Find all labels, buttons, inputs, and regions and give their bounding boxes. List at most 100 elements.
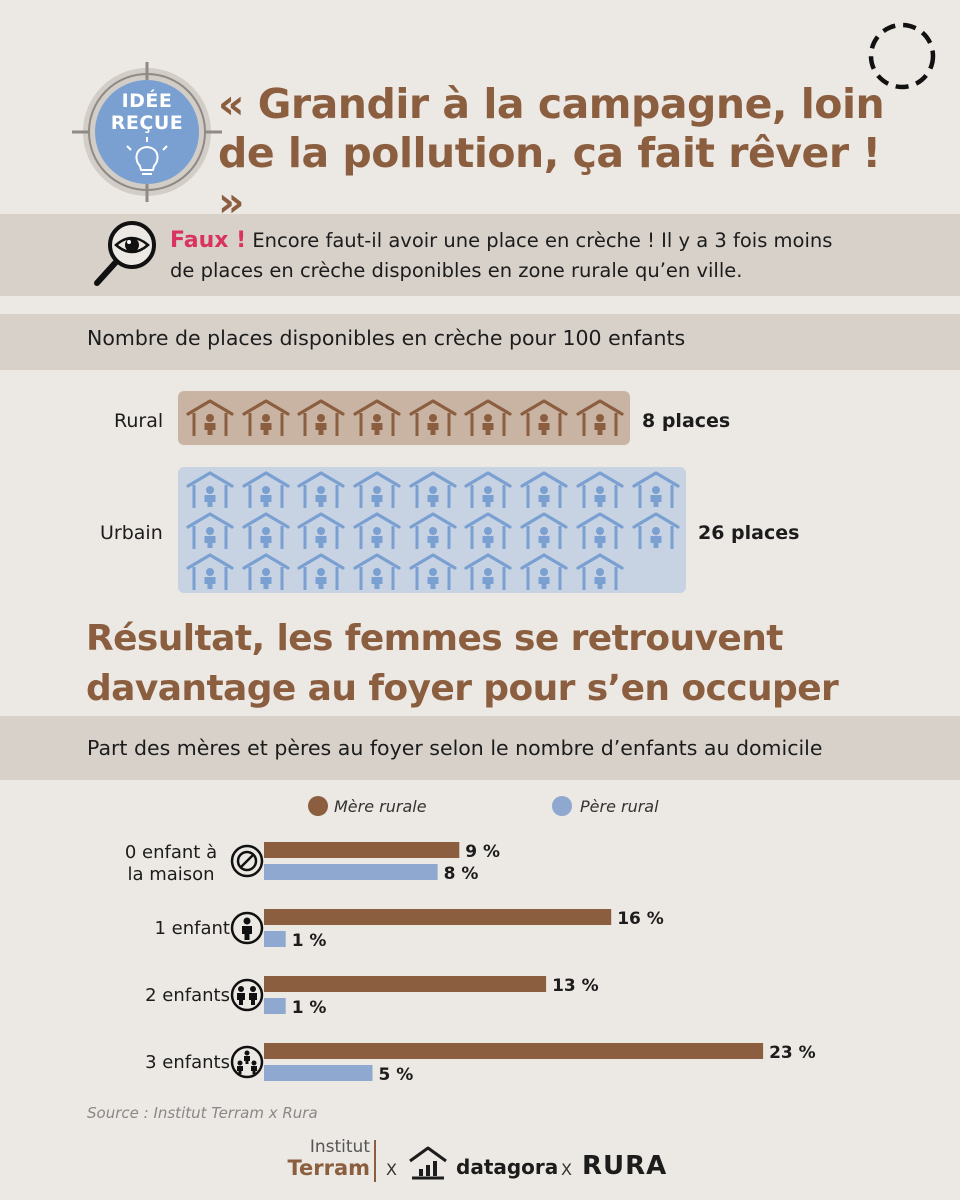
- datagora-logo-text: datagora: [456, 1155, 559, 1179]
- creche-place-icon: [186, 471, 234, 508]
- datagora-house-chart-icon: [409, 1146, 447, 1180]
- category-label-2: 2 enfants: [145, 985, 230, 1006]
- bar-label-mere-0: 9 %: [465, 842, 500, 862]
- result-heading: Résultat, les femmes se retrouvent davan…: [86, 614, 906, 714]
- creche-place-icon: [297, 553, 345, 590]
- creche-place-icon: [520, 471, 568, 508]
- faux-statement: Faux ! Encore faut-il avoir une place en…: [170, 226, 910, 286]
- faux-word: Faux !: [170, 228, 247, 253]
- urbain-row-label: Urbain: [100, 522, 163, 544]
- foyer-chart-title: Part des mères et pères au foyer selon l…: [87, 736, 823, 760]
- foyer-bar-chart: 9 %8 % 16 % 1 % 13 % 1 % 23 % 5 %: [264, 842, 816, 1085]
- creche-place-icon: [186, 553, 234, 590]
- creche-place-icon: [409, 553, 457, 590]
- source-note: Source : Institut Terram x Rura: [87, 1104, 318, 1122]
- faux-line2: de places en crèche disponibles en zone …: [170, 259, 743, 282]
- bar-label-mere-2: 13 %: [552, 976, 599, 996]
- urbain-pictogram: [185, 470, 686, 592]
- rural-places-label: 8 places: [642, 410, 731, 432]
- bar-mere-1: [264, 909, 612, 925]
- badge-line1: IDÉE: [121, 90, 173, 112]
- creche-place-icon: [353, 471, 401, 508]
- legend-swatch-pere: [552, 796, 572, 816]
- terram-logo-line1: Institut: [309, 1137, 370, 1157]
- rura-logo-text: RURA: [582, 1151, 668, 1181]
- creche-place-icon: [297, 512, 345, 549]
- bar-label-pere-3: 5 %: [379, 1065, 414, 1085]
- category-label-0-line1: 0 enfant à: [124, 842, 218, 863]
- legend-swatch-mere: [308, 796, 328, 816]
- bar-label-pere-0: 8 %: [444, 864, 479, 884]
- result-line1: Résultat, les femmes se retrouvent: [86, 618, 783, 659]
- creche-place-icon: [631, 471, 680, 508]
- title-line1: « Grandir à la campagne, loin: [218, 80, 885, 128]
- category-label-0: 0 enfant à la maison: [112, 842, 230, 886]
- creche-place-icon: [409, 399, 457, 436]
- creche-place-icon: [464, 512, 513, 549]
- creche-place-icon: [242, 512, 290, 549]
- page-title: « Grandir à la campagne, loin de la poll…: [218, 80, 918, 227]
- bar-mere-3: [264, 1043, 764, 1059]
- two-children-icon: [230, 978, 264, 1012]
- creche-place-icon: [520, 553, 568, 590]
- creche-place-icon: [242, 553, 290, 590]
- category-label-1: 1 enfant: [154, 918, 231, 939]
- creche-place-icon: [576, 512, 624, 549]
- category-label-3: 3 enfants: [145, 1052, 230, 1073]
- institut-terram-logo: Institut Terram: [274, 1137, 370, 1179]
- dashed-ring-decoration: [868, 22, 936, 90]
- faux-band: [0, 214, 960, 296]
- target-badge-icon: [72, 62, 222, 202]
- creche-place-icon: [576, 471, 624, 508]
- creche-place-icon: [576, 399, 624, 436]
- creche-place-icon: [464, 399, 513, 436]
- no-children-icon: [230, 844, 264, 878]
- legend-label-pere: Père rural: [580, 797, 659, 816]
- idee-recue-badge: IDÉE REÇUE: [72, 62, 222, 202]
- bar-mere-0: [264, 842, 460, 858]
- one-child-icon: [230, 911, 264, 945]
- creche-place-icon: [297, 399, 345, 436]
- creche-place-icon: [353, 553, 401, 590]
- creche-place-icon: [353, 512, 401, 549]
- rural-pictogram: [185, 398, 631, 438]
- terram-logo-line2: Terram: [287, 1156, 370, 1180]
- rural-pictogram-box: [178, 391, 630, 445]
- urbain-places-label: 26 places: [698, 522, 800, 544]
- creche-place-icon: [242, 471, 290, 508]
- foyer-title-band: [0, 716, 960, 780]
- bar-pere-1: [264, 931, 286, 947]
- collab-x-2: X: [561, 1160, 572, 1179]
- creche-place-icon: [409, 512, 457, 549]
- creche-place-icon: [464, 553, 513, 590]
- creche-place-icon: [186, 399, 234, 436]
- creche-place-icon: [520, 512, 568, 549]
- creche-place-icon: [631, 512, 680, 549]
- creche-place-icon: [186, 512, 234, 549]
- creche-place-icon: [409, 471, 457, 508]
- bar-label-pere-1: 1 %: [292, 931, 327, 951]
- creche-chart-title: Nombre de places disponibles en crèche p…: [87, 326, 686, 350]
- bar-mere-2: [264, 976, 547, 992]
- result-line2: davantage au foyer pour s’en occuper: [86, 668, 839, 709]
- creche-title-band: [0, 314, 960, 370]
- creche-place-icon: [242, 399, 290, 436]
- creche-place-icon: [353, 399, 401, 436]
- category-label-0-line2: la maison: [127, 864, 215, 885]
- creche-place-icon: [576, 553, 624, 590]
- faux-line1: Encore faut-il avoir une place en crèche…: [246, 229, 833, 252]
- creche-place-icon: [520, 399, 568, 436]
- bar-pere-2: [264, 998, 286, 1014]
- terram-logo-divider: [374, 1140, 376, 1182]
- bar-label-mere-3: 23 %: [769, 1043, 816, 1063]
- rural-row-label: Rural: [114, 410, 164, 432]
- bar-label-mere-1: 16 %: [617, 909, 664, 929]
- legend-label-mere: Mère rurale: [334, 797, 427, 816]
- badge-line2: REÇUE: [110, 112, 184, 134]
- creche-place-icon: [297, 471, 345, 508]
- bar-pere-3: [264, 1065, 373, 1081]
- bar-pere-0: [264, 864, 438, 880]
- creche-place-icon: [464, 471, 513, 508]
- title-line2: de la pollution, ça fait rêver ! »: [218, 129, 881, 226]
- collab-x-1: X: [386, 1160, 397, 1179]
